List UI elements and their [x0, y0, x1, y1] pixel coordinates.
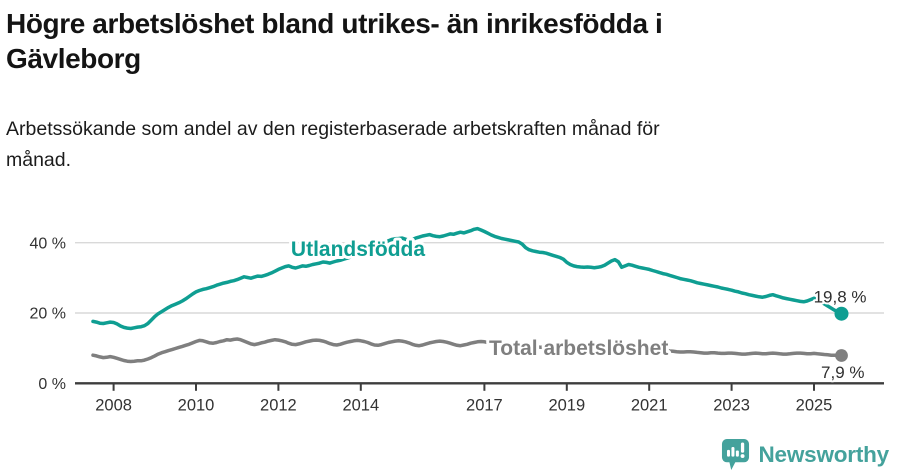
brand-name: Newsworthy	[758, 441, 889, 467]
x-tick-label-2019: 2019	[548, 397, 585, 415]
x-tick-label-2017: 2017	[466, 397, 503, 415]
series-end-value-utlandsfodda: 19,8 %	[814, 288, 867, 307]
newsworthy-bars-bubble-icon	[722, 439, 750, 470]
x-tick-label-2012: 2012	[260, 397, 297, 415]
page-subtitle: Arbetssökande som andel av den registerb…	[0, 114, 716, 176]
page-subtitle-line-2: månad.	[6, 149, 72, 171]
page-title-line-1: Högre arbetslöshet bland utrikes- än inr…	[6, 8, 663, 39]
x-tick-label-2021: 2021	[631, 397, 668, 415]
series-label-utlandsfodda: Utlandsfödda	[291, 238, 425, 261]
series-line-utlandsfodda	[91, 226, 844, 331]
y-tick-label-40: 40 %	[30, 235, 66, 252]
page-title-line-2: Gävleborg	[6, 43, 141, 74]
y-tick-label-20: 20 %	[30, 306, 66, 323]
series-line-total-arbetsloshet	[91, 337, 844, 364]
y-tick-label-0: 0 %	[38, 376, 66, 393]
series-end-value-total-arbetsloshet: 7,9 %	[821, 363, 864, 382]
x-tick-label-2010: 2010	[178, 397, 215, 415]
logo-exclamation-bar	[741, 442, 745, 453]
chart-svg: 0 % 20 % 40 % 2008 2010 2012 2014 2017 2019 2021 2…	[30, 226, 884, 415]
series-end-dot-utlandsfodda	[834, 306, 849, 321]
series-end-dot-total-arbetsloshet	[835, 349, 848, 362]
logo-exclamation-dot	[741, 454, 746, 459]
page-title: Högre arbetslöshet bland utrikes- än inr…	[0, 0, 786, 76]
logo-bar-chart-glyph	[727, 442, 746, 459]
x-tick-label-2008: 2008	[95, 397, 132, 415]
x-tick-label-2025: 2025	[796, 397, 833, 415]
footer-brand: Newsworthy	[721, 438, 889, 471]
x-tick-label-2014: 2014	[342, 397, 379, 415]
logo-bubble-shape	[722, 439, 750, 470]
series-label-total-arbetsloshet: Total arbetslöshet	[489, 337, 668, 360]
page-subtitle-line-1: Arbetssökande som andel av den registerb…	[6, 118, 660, 140]
x-tick-label-2023: 2023	[713, 397, 750, 415]
